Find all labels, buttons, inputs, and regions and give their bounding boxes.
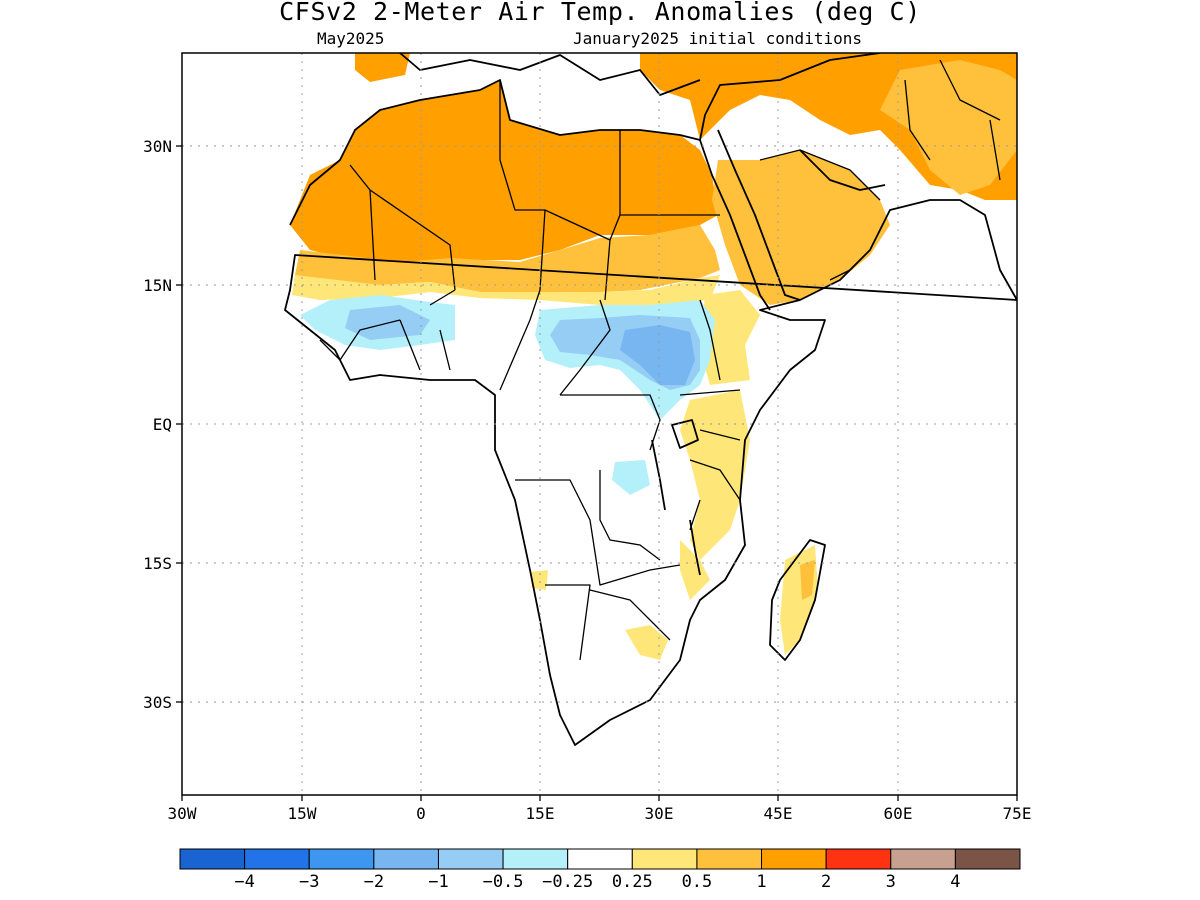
arabia-anomaly-0.5-1 <box>712 150 890 305</box>
lake-malawi <box>689 519 701 576</box>
lon-tick-45e: 45E <box>763 804 793 823</box>
colorbar-swatch <box>502 848 569 870</box>
axis-tick-marks <box>176 145 1018 801</box>
colorbar-swatch <box>567 848 633 870</box>
colorbar-swatch <box>179 848 246 870</box>
colorbar-swatch <box>761 848 827 870</box>
lon-tick-60e: 60E <box>883 804 913 823</box>
lake-victoria <box>671 419 699 449</box>
red-sea-coast <box>699 139 771 311</box>
lon-tick-15e: 15E <box>525 804 555 823</box>
iran-anomaly-0.5-1 <box>880 60 1017 195</box>
colorbar-label: 2 <box>821 872 832 892</box>
colorbar-swatch <box>696 848 763 870</box>
sahara-anomaly-1-2 <box>290 80 718 262</box>
colorbar-label: 3 <box>885 872 896 892</box>
colorbar-swatch <box>373 848 439 870</box>
south-sudan-anomaly-neg-1 <box>620 325 695 385</box>
east-africa-anomaly-0.25-0.5 <box>680 390 750 560</box>
colorbar-label: −1 <box>428 872 449 892</box>
lon-tick-15w: 15W <box>287 804 317 823</box>
lat-tick-30s: 30S <box>143 693 172 712</box>
africa-coastline <box>284 53 1017 746</box>
colorbar-swatch <box>631 848 698 870</box>
colorbar-label: 1 <box>756 872 767 892</box>
colorbar-label: 4 <box>950 872 961 892</box>
colorbar <box>179 848 1021 870</box>
country-borders <box>319 59 1001 661</box>
lake-tanganyika <box>651 439 666 511</box>
colorbar-swatch <box>437 848 504 870</box>
colorbar-label: −2 <box>363 872 385 892</box>
init-conditions-label: January2025 initial conditions <box>573 29 862 48</box>
lon-tick-30w: 30W <box>167 804 197 823</box>
sahel-anomaly-0.25-0.5 <box>292 275 720 305</box>
lat-tick-15n: 15N <box>143 276 172 295</box>
southern-africa-anomaly-0.25-0.5 <box>625 625 668 660</box>
colorbar-label: −3 <box>298 872 320 892</box>
colorbar-swatch <box>954 848 1021 870</box>
colorbar-swatch <box>244 848 310 870</box>
colorbar-label: 0.5 <box>681 872 713 892</box>
lon-tick-0: 0 <box>416 804 426 823</box>
colorbar-swatch <box>825 848 892 870</box>
colorbar-label: −4 <box>234 872 255 892</box>
colorbar-label: 0.25 <box>611 872 653 892</box>
lon-tick-30e: 30E <box>644 804 674 823</box>
lon-tick-75e: 75E <box>1002 804 1032 823</box>
madagascar-anomaly-0.5-1 <box>800 560 815 600</box>
valid-month-label: May2025 <box>317 29 385 48</box>
colorbar-swatch <box>890 848 956 870</box>
drc-anomaly-neg-0.25 <box>612 460 650 495</box>
mediterranean-north-coast <box>399 53 701 96</box>
namibia-anomaly-0.25-0.5 <box>530 570 548 590</box>
ethiopia-anomaly-0.25-0.5 <box>700 290 760 385</box>
iberia-anomaly-1-2 <box>355 53 410 82</box>
mozambique-anomaly-0.25-0.5 <box>680 540 710 600</box>
red-sea-coast-east <box>717 129 801 301</box>
persian-gulf-coast <box>799 149 886 191</box>
madagascar-coastline <box>769 539 826 661</box>
colorbar-swatch <box>308 848 375 870</box>
lat-tick-eq: EQ <box>152 415 172 434</box>
colorbar-label: −0.5 <box>482 872 524 892</box>
colorbar-label: −0.25 <box>542 872 594 892</box>
map-gridlines <box>182 53 1017 795</box>
chart-title: CFSv2 2-Meter Air Temp. Anomalies (deg C… <box>279 0 921 26</box>
lat-tick-30n: 30N <box>143 137 172 156</box>
lat-tick-15s: 15S <box>143 554 172 573</box>
